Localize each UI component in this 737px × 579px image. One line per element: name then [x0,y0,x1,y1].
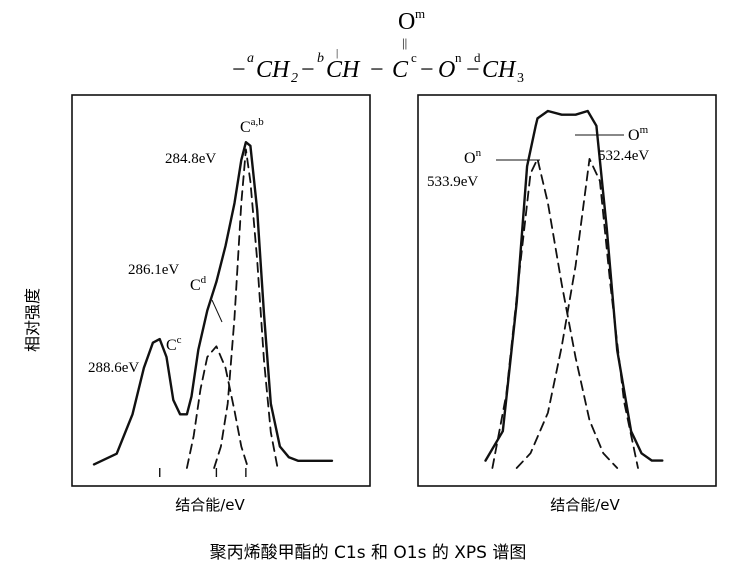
c1s-panel-frame [71,94,371,487]
formula-ch: CH [326,57,361,83]
o1s-series-1-dashed [491,157,619,469]
formula-sup-c: c [411,50,417,65]
formula-dash-1: − [232,57,246,83]
c1s-peak-label-2: Cc [166,334,182,354]
formula-sup-n: n [455,50,462,65]
formula-tick: | [336,47,338,59]
formula-on: O [438,57,455,83]
formula-c: C [392,57,409,83]
c1s-plot: Ca,b 284.8eV Cd 286.1eV Cc 288.6eV [88,116,334,477]
formula-dash-5: − [466,57,480,83]
formula-dash-4: − [420,57,434,83]
c1s-peak-energy-2: 288.6eV [88,360,139,376]
c1s-series-1-dashed [185,345,250,469]
formula-dash-2: − [301,57,315,83]
c1s-x-axis-label: 结合能/eV [175,496,245,514]
c1s-leader-line-1 [211,299,223,323]
c1s-peak-label-1: Cd [190,274,207,294]
c1s-peak-label-0: Ca,b [240,116,264,136]
o1s-x-axis-label: 结合能/eV [550,496,620,514]
formula-ch2: CH [256,57,291,83]
formula-sup-d: d [474,50,481,65]
y-axis-label: 相对强度 [23,288,42,352]
o1s-peak-label-0: On [464,147,482,167]
c1s-peak-energy-0: 284.8eV [165,151,216,167]
c1s-peak-energy-1: 286.1eV [128,262,179,278]
formula-ch2-sub: 2 [291,71,298,86]
formula-ch3: CH [482,57,517,83]
o1s-series-2-dashed [515,157,639,469]
o1s-plot: On 533.9eV Om 532.4eV [427,109,664,469]
formula-sup-b: b [317,51,324,66]
figure-caption: 聚丙烯酸甲酯的 C1s 和 O1s 的 XPS 谱图 [210,543,527,563]
o1s-peak-energy-0: 533.9eV [427,174,478,190]
structural-formula: O m || − a CH 2 − b | CH − C c − O n − d… [232,6,524,86]
o1s-peak-label-1: Om [628,124,649,144]
o1s-panel-frame [417,94,717,487]
o1s-peak-energy-1: 532.4eV [598,148,649,164]
formula-om-sup: m [415,6,425,21]
formula-sup-a: a [247,51,254,66]
formula-double-bond: || [402,35,407,50]
c1s-series-2-dashed [213,148,279,469]
formula-dash-3: − [370,57,384,83]
o1s-series-0-solid [484,109,664,462]
c1s-series-0-solid [92,140,334,466]
formula-om-label: O [398,9,415,35]
formula-ch3-sub: 3 [517,71,524,86]
